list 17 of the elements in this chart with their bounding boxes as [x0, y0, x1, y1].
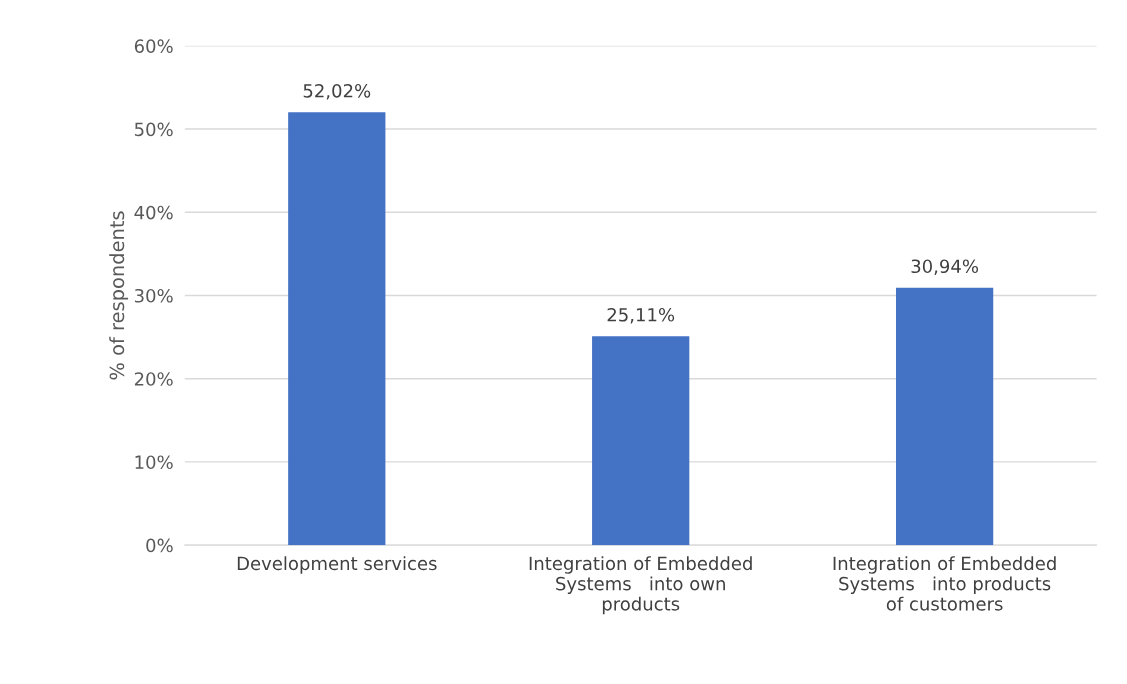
- data-label: 30,94%: [911, 259, 979, 275]
- bar: [288, 112, 386, 546]
- data-label: 52,02%: [303, 83, 371, 100]
- x-tick-label: Development services: [237, 556, 437, 574]
- y-tick-label: 10%: [135, 455, 173, 470]
- bar: [592, 336, 690, 546]
- y-tick-label: 0%: [146, 538, 173, 553]
- y-tick-label: 30%: [134, 288, 173, 303]
- y-tick-label: 60%: [134, 39, 173, 53]
- y-tick-label: 40%: [134, 205, 173, 220]
- y-tick-label: 20%: [134, 372, 173, 386]
- bar: [895, 287, 994, 546]
- x-tick-label: Integration of Embedded Systems into own products: [529, 556, 752, 615]
- x-tick-label: Integration of Embedded Systems into products of customers: [833, 556, 1056, 611]
- y-tick-label: 50%: [134, 122, 173, 137]
- data-label: 25,11%: [607, 307, 675, 324]
- y-axis-title: % of respondents: [109, 211, 129, 380]
